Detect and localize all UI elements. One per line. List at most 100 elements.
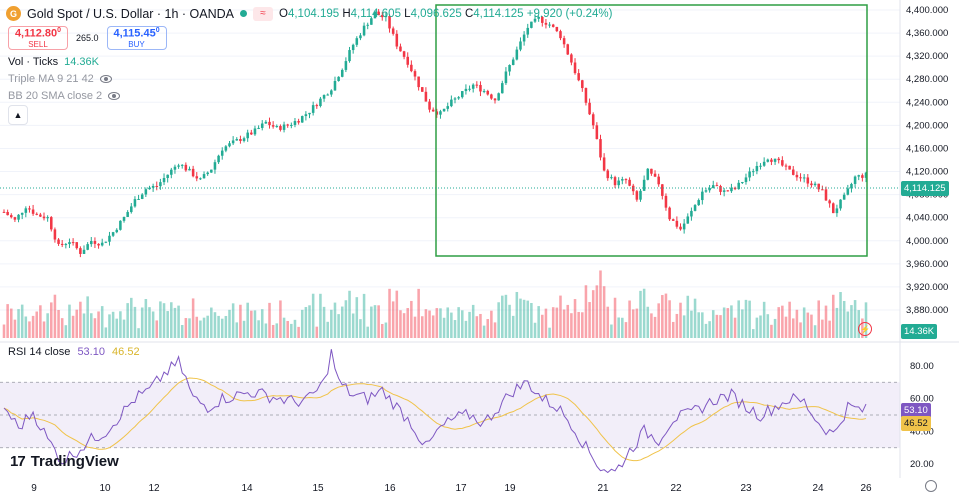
candle [199,177,202,181]
time-tick-label: 22 [670,483,682,494]
candle [555,26,559,33]
volume-bar [195,316,199,338]
candle [617,177,620,189]
candle [537,15,540,22]
chevron-up-icon[interactable]: ▲ [8,105,28,125]
candle [504,67,508,85]
volume-bar [104,327,108,338]
price-tick-label: 4,000.000 [906,236,948,247]
sell-button[interactable]: 4,112.800 SELL [8,26,68,50]
rsi-legend[interactable]: RSI 14 close 53.10 46.52 [8,346,140,358]
volume-bar [606,306,610,338]
volume-bar [199,320,202,338]
candle [751,168,755,176]
candle [475,81,479,89]
candle [166,174,169,183]
volume-bar [202,317,206,338]
volume-bar [2,324,6,338]
candle [664,193,668,211]
bb-legend[interactable]: BB 20 SMA close 2 [8,90,121,102]
volume-bar [795,309,799,338]
gear-icon[interactable] [925,480,937,492]
volume-bar [308,305,311,338]
volume-bar [490,310,493,338]
volume-bar [31,315,35,338]
candle [635,190,639,202]
volume-bar [348,290,351,338]
rectangle-drawing[interactable] [435,4,868,257]
triple-ma-legend[interactable]: Triple MA 9 21 42 [8,73,112,85]
volume-bar [511,315,515,338]
candle [799,173,802,182]
volume-bar [166,311,169,338]
candle [50,216,53,232]
hidden-eye-icon[interactable] [108,92,121,100]
candle [682,219,686,234]
candle [239,135,242,144]
candle [675,216,679,229]
candle [810,180,813,188]
candle [399,43,402,52]
candle [599,134,602,161]
volume-bar [380,323,384,338]
volume-bar [75,309,79,338]
candle [191,165,195,178]
candle [2,209,6,213]
hidden-eye-icon[interactable] [99,75,112,83]
buy-button[interactable]: 4,115.450 BUY [106,26,167,50]
volume-bar [424,309,428,338]
candle [228,141,231,148]
volume-bar [137,328,140,338]
candle [741,181,744,184]
volume-bar [446,307,450,338]
symbol-title[interactable]: Gold Spot / U.S. Dollar · 1h · OANDA [27,6,235,21]
candle [10,213,13,219]
volume-bar [42,321,46,338]
time-tick-label: 17 [455,483,467,494]
volume-bar [362,293,366,338]
volume-bar [595,285,599,338]
candle [406,52,409,68]
candle [42,212,46,221]
volume-bar [471,304,475,338]
candle [82,245,86,254]
compare-icon[interactable]: ≈ [253,6,274,21]
candle [526,23,530,38]
candle [708,184,711,193]
volume-bar [715,314,719,338]
lightning-icon[interactable]: ⚡ [858,322,872,336]
volume-bar [599,270,602,338]
tradingview-mark-icon: 17 [10,453,26,470]
volume-bar [828,320,831,338]
candle [791,166,795,176]
volume-bar [140,307,144,338]
candle [577,69,580,82]
rsi-lines [0,349,900,474]
volume-bar [148,307,151,338]
volume-bar [548,327,551,338]
candle [122,216,126,223]
volume-bar [704,323,708,338]
candle [366,22,369,30]
candle [93,237,97,249]
candle [210,169,213,173]
price-tick-label: 3,920.000 [906,282,948,293]
volume-bar [464,320,468,338]
volume-bar [35,311,39,338]
candle [53,227,57,243]
volume-indicator-legend[interactable]: Vol · Ticks 14.36K [8,56,99,68]
candle [410,60,413,73]
time-tick-label: 26 [860,483,872,494]
volume-bar [853,300,857,338]
time-tick-label: 12 [148,483,160,494]
volume-bar [628,300,631,338]
candle [857,174,860,181]
volume-bar [366,326,369,338]
price-tick-label: 4,320.000 [906,51,948,62]
volume-bar [748,300,751,338]
volume-bar [420,316,424,338]
volume-bar [402,313,406,338]
candle [715,182,719,187]
